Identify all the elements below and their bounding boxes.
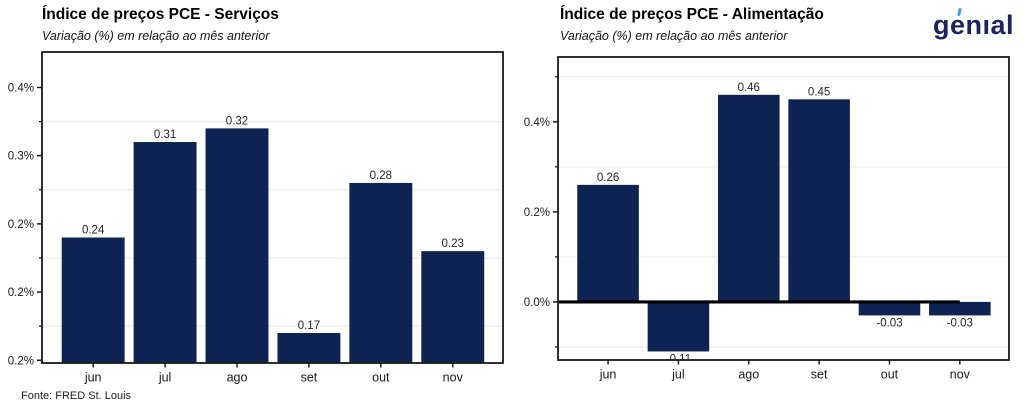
bar-nov (421, 251, 485, 363)
bar-jun (577, 184, 639, 302)
x-tick-label: out (881, 368, 899, 382)
bar-jun (61, 237, 125, 363)
bar-value-label: 0.24 (82, 225, 105, 237)
logo-text-prefix: g (933, 10, 950, 40)
bar-value-label: 0.23 (442, 238, 464, 250)
bar-value-label: 0.46 (738, 82, 760, 94)
bar-value-label: -0.03 (947, 317, 973, 329)
bar-value-label: 0.45 (808, 86, 830, 98)
logo-accented-letter: e (950, 7, 966, 42)
x-tick-label: set (811, 368, 828, 382)
chart-subtitle-alimentacao: Variação (%) em relação ao mês anterior (560, 29, 788, 43)
y-tick-label: 0.0% (524, 297, 550, 309)
y-tick-label: 0.2% (8, 219, 34, 231)
panel-border (41, 51, 504, 364)
bar-chart-alimentacao: 0.26 -0.11 0.46 0.45 -0.03 -0.03 0.0% 0.2% 0.4% j… (524, 56, 1010, 382)
x-tick-label: jun (599, 368, 617, 382)
y-tick-label: 0.2% (8, 355, 34, 367)
y-tick-label: 0.4% (524, 117, 550, 129)
bar-value-label: 0.32 (226, 115, 248, 127)
bar-value-label: -0.11 (666, 353, 691, 365)
bar-value-label: 0.17 (298, 320, 320, 332)
genial-logo: g enıal (933, 7, 1015, 42)
x-tick-label: set (301, 371, 318, 385)
logo-text-suffix: nıal (965, 10, 1015, 40)
chart-title-servicos: Índice de preços PCE - Serviços (42, 6, 279, 23)
y-tick-label: 0.3% (8, 151, 34, 163)
bar-value-label: -0.03 (876, 317, 902, 329)
bar-out (858, 301, 921, 316)
x-tick-label: ago (738, 368, 759, 382)
bar-ago (205, 128, 269, 363)
source-note: Fonte: FRED St. Louis (21, 390, 132, 402)
y-tick-label: 0.2% (8, 287, 34, 299)
bar-chart-servicos: 0.24 0.31 0.32 0.17 0.28 0.23 0.2% 0.2% 0.2% 0.3%… (8, 51, 504, 385)
bar-value-label: 0.31 (154, 129, 176, 141)
x-tick-label: nov (950, 368, 971, 382)
bar-out (349, 182, 413, 363)
chart-alimentacao: Índice de preços PCE - Alimentação Varia… (512, 0, 1024, 410)
y-tick-label: 0.4% (8, 82, 34, 94)
bar-set (788, 99, 850, 302)
bar-value-label: 0.28 (370, 170, 392, 182)
chart-subtitle-servicos: Variação (%) em relação ao mês anterior (42, 29, 270, 43)
x-tick-label: ago (227, 371, 248, 385)
y-tick-label: 0.2% (524, 207, 550, 219)
chart-title-alimentacao: Índice de preços PCE - Alimentação (560, 6, 824, 23)
logo-text-e: e (950, 10, 966, 40)
bar-ago (717, 94, 780, 302)
x-tick-label: jun (84, 371, 102, 385)
bar-jul (133, 142, 197, 363)
x-tick-label: nov (443, 371, 464, 385)
bar-jul (647, 301, 710, 352)
panel-border (557, 56, 1010, 361)
x-tick-label: out (372, 371, 390, 385)
bar-value-label: 0.26 (597, 172, 619, 184)
x-tick-label: jul (158, 371, 172, 385)
chart-servicos: Índice de preços PCE - Serviços Variação… (8, 6, 504, 385)
bar-set (277, 332, 341, 363)
x-tick-label: jul (671, 368, 685, 382)
bar-nov (929, 301, 991, 316)
